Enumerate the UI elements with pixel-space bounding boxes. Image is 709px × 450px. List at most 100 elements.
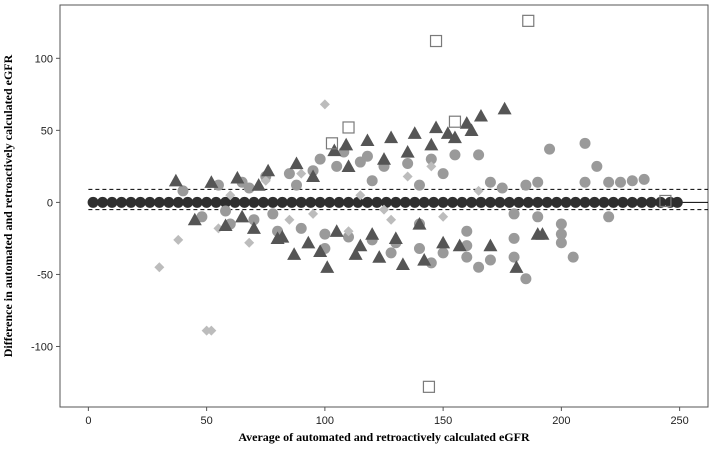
data-point-circle-0-6 xyxy=(144,196,156,208)
data-point-circle-0-29 xyxy=(361,196,373,208)
data-point-triangle-3-47 xyxy=(341,159,356,172)
data-point-circle-0-16 xyxy=(238,196,250,208)
data-point-circle-0-51 xyxy=(570,196,582,208)
data-point-circle-1-49 xyxy=(555,228,567,240)
data-point-circle-1-57 xyxy=(484,176,496,188)
data-point-square-4-3 xyxy=(342,121,355,134)
data-point-circle-0-36 xyxy=(428,196,440,208)
data-point-circle-0-20 xyxy=(276,196,288,208)
x-axis-ticks: 0 50 100 150 200 250 xyxy=(85,407,689,427)
data-point-circle-1-43 xyxy=(361,150,373,162)
data-point-circle-1-26 xyxy=(496,182,508,194)
data-point-circle-0-2 xyxy=(106,196,118,208)
data-point-circle-0-46 xyxy=(522,196,534,208)
data-point-circle-0-53 xyxy=(588,196,600,208)
data-point-circle-1-18 xyxy=(402,157,414,169)
data-point-circle-0-38 xyxy=(447,196,459,208)
data-point-circle-0-60 xyxy=(655,196,667,208)
data-point-diamond-2-5 xyxy=(244,237,255,248)
data-point-circle-0-25 xyxy=(324,196,336,208)
data-point-triangle-3-45 xyxy=(436,235,451,249)
y-axis-label: Difference in automated and retroactivel… xyxy=(1,54,15,357)
x-tick-label-100: 100 xyxy=(316,415,334,427)
data-point-circle-1-11 xyxy=(319,228,331,240)
data-point-circle-0-0 xyxy=(87,196,99,208)
data-point-circle-0-5 xyxy=(134,196,146,208)
data-point-circle-1-19 xyxy=(413,243,425,255)
data-point-circle-1-32 xyxy=(567,251,579,263)
data-point-square-4-5 xyxy=(422,380,436,393)
data-point-triangle-3-34 xyxy=(377,152,391,165)
data-point-circle-0-30 xyxy=(371,196,383,208)
data-point-triangle-3-35 xyxy=(400,144,415,158)
data-point-circle-0-17 xyxy=(248,196,260,208)
data-point-circle-0-37 xyxy=(437,196,449,208)
data-point-circle-0-48 xyxy=(541,196,553,208)
data-point-diamond-2-12 xyxy=(225,190,236,201)
data-point-triangle-3-12 xyxy=(327,143,342,157)
data-point-circle-1-20 xyxy=(425,153,437,165)
data-point-circle-0-24 xyxy=(314,196,326,208)
data-point-circle-1-35 xyxy=(603,176,615,188)
data-point-diamond-2-7 xyxy=(343,226,354,237)
data-point-circle-0-35 xyxy=(418,196,430,208)
data-point-circle-1-45 xyxy=(314,153,326,165)
data-point-circle-0-55 xyxy=(607,196,619,208)
data-point-circle-1-21 xyxy=(437,247,449,259)
data-point-triangle-3-36 xyxy=(424,137,439,151)
data-point-triangle-3-0 xyxy=(168,173,183,187)
data-point-circle-0-47 xyxy=(532,196,544,208)
data-point-triangle-3-24 xyxy=(464,123,479,136)
data-point-circle-1-29 xyxy=(532,211,544,223)
data-point-square-4-1 xyxy=(429,34,443,48)
data-point-circle-1-63 xyxy=(555,237,567,249)
data-point-circle-1-53 xyxy=(243,182,255,194)
data-point-circle-1-64 xyxy=(603,211,615,223)
data-point-triangle-3-16 xyxy=(372,250,387,263)
data-point-circle-1-24 xyxy=(473,149,485,161)
data-point-circle-0-15 xyxy=(229,196,241,208)
data-point-triangle-3-11 xyxy=(320,260,335,273)
data-point-circle-1-31 xyxy=(555,218,567,230)
data-point-circle-0-14 xyxy=(220,196,232,208)
data-point-circle-1-23 xyxy=(461,251,473,263)
data-point-circle-0-57 xyxy=(626,196,638,208)
data-point-triangle-3-3 xyxy=(218,218,233,232)
data-point-triangle-3-43 xyxy=(365,227,380,240)
data-point-circle-0-11 xyxy=(191,196,203,208)
data-point-circle-1-37 xyxy=(626,175,638,187)
data-point-triangle-3-20 xyxy=(417,253,432,266)
data-point-triangle-3-40 xyxy=(251,178,266,191)
data-point-circle-1-25 xyxy=(484,254,496,266)
data-point-circle-0-13 xyxy=(210,196,222,208)
data-point-triangle-3-6 xyxy=(261,163,276,177)
data-point-diamond-2-9 xyxy=(402,171,413,182)
x-tick-label-150: 150 xyxy=(434,415,452,427)
data-point-square-4-2 xyxy=(448,115,462,128)
data-point-diamond-2-8 xyxy=(379,204,389,215)
data-point-triangle-3-38 xyxy=(459,116,474,129)
data-point-circle-0-3 xyxy=(115,196,127,208)
data-point-circle-1-1 xyxy=(196,211,208,223)
data-point-triangle-3-18 xyxy=(395,257,410,270)
data-point-circle-0-58 xyxy=(636,196,648,208)
data-points xyxy=(87,14,683,393)
data-point-circle-1-58 xyxy=(532,176,544,188)
data-point-circle-1-8 xyxy=(283,168,295,180)
data-point-triangle-3-2 xyxy=(204,175,219,188)
data-point-triangle-3-21 xyxy=(429,120,444,134)
data-point-diamond-2-19 xyxy=(308,208,319,219)
data-point-circle-0-52 xyxy=(579,196,591,208)
data-point-circle-1-28 xyxy=(520,179,532,191)
data-point-circle-0-12 xyxy=(201,196,213,208)
data-point-circle-1-42 xyxy=(385,247,397,259)
data-point-triangle-3-42 xyxy=(329,224,344,237)
data-point-circle-0-43 xyxy=(494,196,506,208)
data-point-circle-0-1 xyxy=(97,196,109,208)
data-point-circle-0-50 xyxy=(560,196,572,208)
data-point-circle-1-59 xyxy=(579,176,591,188)
data-point-diamond-2-1 xyxy=(154,262,165,273)
data-point-circle-0-62 xyxy=(671,196,683,208)
x-axis-label: Average of automated and retroactively c… xyxy=(238,430,530,444)
data-point-circle-0-19 xyxy=(267,196,279,208)
